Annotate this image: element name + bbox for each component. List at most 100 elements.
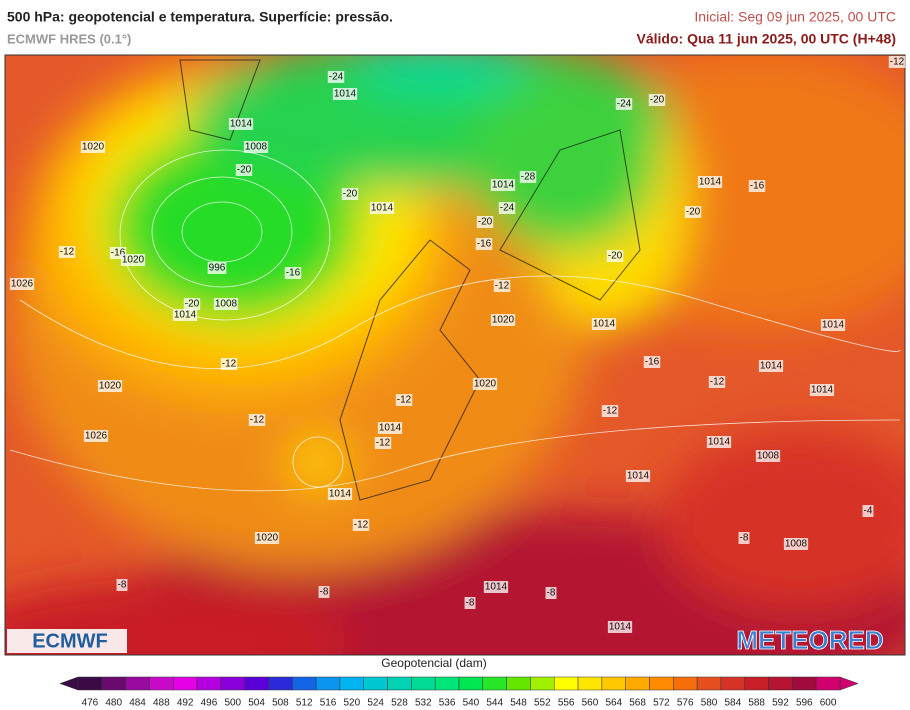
- label-bg: [809, 384, 835, 396]
- map-label: 1026: [11, 279, 34, 290]
- colorbar-tick-label: 560: [582, 698, 599, 709]
- map-label: -20: [608, 251, 623, 262]
- colorbar-cell: [315, 676, 341, 691]
- map-label: -12: [710, 377, 725, 388]
- map-label: 1014: [329, 489, 352, 500]
- label-bg: [755, 450, 781, 462]
- map-label: 996: [209, 263, 226, 274]
- map-label: 1014: [492, 180, 515, 191]
- label-bg: [352, 519, 370, 531]
- colorbar-cell: [268, 676, 293, 691]
- map-label: 1014: [371, 203, 394, 214]
- label-bg: [332, 88, 358, 100]
- map-label: 1014: [230, 119, 253, 130]
- label-bg: [327, 488, 353, 500]
- label-bg: [615, 98, 633, 110]
- label-bg: [519, 171, 537, 183]
- label-bg: [116, 579, 128, 591]
- initial-time: Inicial: Seg 09 jun 2025, 00 UTC: [694, 9, 896, 25]
- colorbar-cell: [363, 676, 388, 691]
- logo-text: ECMWF: [32, 630, 108, 652]
- map-label: 1014: [174, 310, 197, 321]
- colorbar-cell: [601, 676, 626, 691]
- colorbar-tick-label: 540: [463, 698, 480, 709]
- map-label: -28: [521, 172, 536, 183]
- colorbar-cell: [173, 676, 198, 691]
- map-label: -8: [118, 580, 127, 591]
- label-bg: [207, 262, 227, 274]
- map-label: 1014: [699, 177, 722, 188]
- label-bg: [183, 298, 201, 310]
- map-label: -16: [750, 181, 765, 192]
- colorbar-cell: [77, 676, 103, 691]
- colorbar-tick-label: 564: [605, 698, 622, 709]
- map-label: -20: [686, 207, 701, 218]
- map-frame: [4, 54, 906, 656]
- colorbar-cell: [339, 676, 364, 691]
- label-bg: [625, 470, 651, 482]
- map-label: 1014: [708, 437, 731, 448]
- map-label: -20: [650, 95, 665, 106]
- colorbar-tick-label: 588: [748, 698, 765, 709]
- map-label: 1008: [215, 299, 238, 310]
- label-bg: [591, 318, 617, 330]
- colorbar-tick-label: 484: [129, 698, 146, 709]
- colorbar-cell: [458, 676, 484, 691]
- label-bg: [395, 394, 413, 406]
- label-bg: [545, 587, 557, 599]
- colorbar-tick-label: 576: [677, 698, 694, 709]
- map-label: -16: [645, 357, 660, 368]
- label-bg: [120, 254, 146, 266]
- label-bg: [58, 246, 76, 258]
- colorbar-cell: [673, 676, 698, 691]
- colorbar-cell: [530, 676, 555, 691]
- colorbar-tick-label: 516: [320, 698, 337, 709]
- colorbar-tick-label: 488: [153, 698, 170, 709]
- map-label: 1008: [245, 142, 268, 153]
- colorbar-tick-label: 524: [367, 698, 384, 709]
- label-bg: [498, 202, 516, 214]
- colorbar-tick-label: 552: [534, 698, 551, 709]
- label-bg: [228, 118, 254, 130]
- label-bg: [318, 586, 330, 598]
- label-bg: [341, 188, 359, 200]
- label-bg: [235, 164, 253, 176]
- map-label: 1020: [256, 533, 279, 544]
- label-bg: [9, 278, 35, 290]
- label-bg: [648, 94, 666, 106]
- colorbar-cell: [387, 676, 412, 691]
- colorbar-end: [839, 676, 859, 691]
- map-label: -12: [603, 406, 618, 417]
- map-label: -16: [477, 239, 492, 250]
- colorbar-tick-label: 536: [439, 698, 456, 709]
- label-bg: [758, 360, 784, 372]
- colorbar-cell: [554, 676, 579, 691]
- map-label: -12: [354, 520, 369, 531]
- colorbar-tick-label: 596: [796, 698, 813, 709]
- colorbar-cell: [101, 676, 126, 691]
- map: [5, 55, 905, 655]
- colorbar-tick-label: 556: [558, 698, 575, 709]
- label-bg: [490, 179, 516, 191]
- map-label: 1014: [379, 423, 402, 434]
- colorbar-tick-label: 568: [629, 698, 646, 709]
- label-bg: [284, 267, 302, 279]
- map-label: 1014: [811, 385, 834, 396]
- colorbar-cell: [506, 676, 531, 691]
- map-label: -20: [478, 217, 493, 228]
- colorbar-tick-label: 496: [201, 698, 218, 709]
- colorbar-tick-label: 508: [272, 698, 289, 709]
- colorbar-cell: [625, 676, 650, 691]
- colorbar-cell: [125, 676, 150, 691]
- label-bg: [606, 250, 624, 262]
- colorbar-cell: [815, 676, 841, 691]
- label-bg: [374, 437, 392, 449]
- label-bg: [862, 505, 874, 517]
- map-label: -12: [495, 281, 510, 292]
- map-label: 1008: [785, 539, 808, 550]
- map-label: 1020: [474, 379, 497, 390]
- label-bg: [643, 356, 661, 368]
- model-name: ECMWF HRES (0.1°): [7, 31, 131, 46]
- map-label: 1014: [593, 319, 616, 330]
- label-bg: [820, 319, 846, 331]
